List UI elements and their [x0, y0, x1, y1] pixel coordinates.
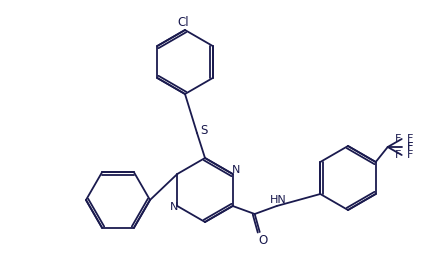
- Text: F: F: [407, 150, 413, 160]
- Text: HN: HN: [271, 195, 287, 205]
- Text: N: N: [170, 202, 179, 212]
- Text: N: N: [232, 165, 240, 175]
- Text: O: O: [258, 234, 268, 247]
- Text: F: F: [394, 134, 401, 144]
- Text: S: S: [200, 124, 208, 136]
- Text: F: F: [407, 134, 413, 144]
- Text: F: F: [407, 142, 413, 152]
- Text: F: F: [407, 142, 413, 152]
- Text: F: F: [394, 150, 401, 160]
- Text: Cl: Cl: [177, 16, 189, 28]
